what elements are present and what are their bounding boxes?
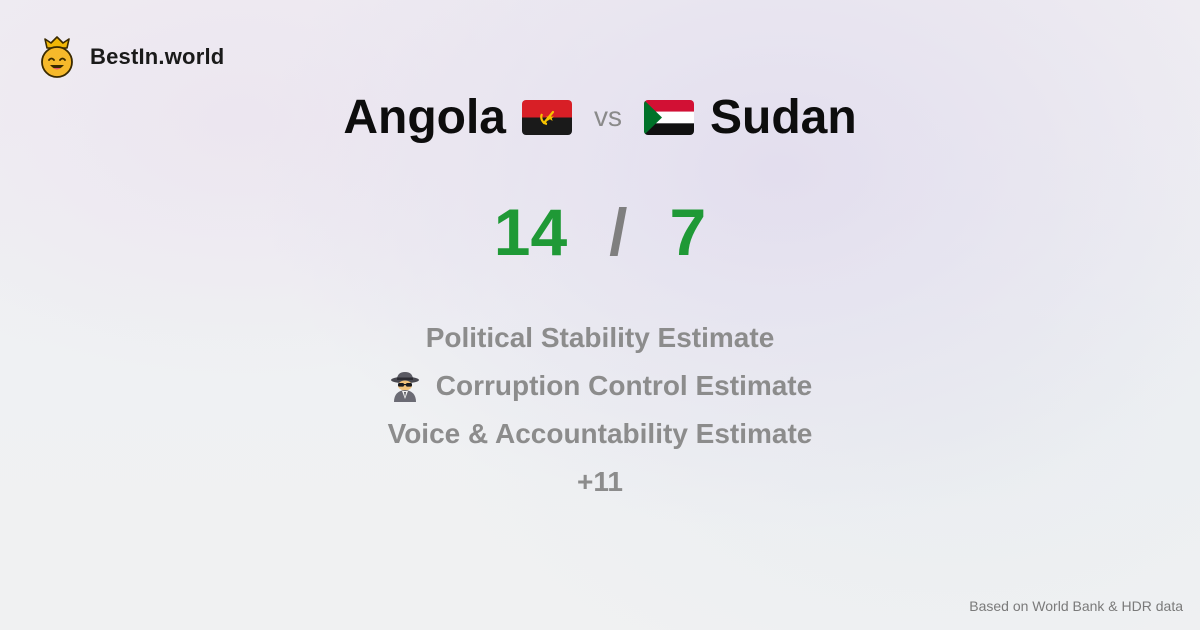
metric-item: Voice & Accountability Estimate xyxy=(388,410,813,458)
comparison-title: Angola vs Sudan xyxy=(0,86,1200,148)
metrics-list: Political Stability Estimate Corruption … xyxy=(0,314,1200,506)
more-metrics-count: +11 xyxy=(577,466,623,497)
right-country-name: Sudan xyxy=(709,90,857,144)
sudan-flag-icon xyxy=(643,99,694,135)
left-country-name: Angola xyxy=(343,90,506,144)
metric-label: Voice & Accountability Estimate xyxy=(387,418,813,449)
brand[interactable]: BestIn.world xyxy=(38,36,224,78)
right-score: 7 xyxy=(669,195,707,269)
angola-flag-icon xyxy=(521,99,572,135)
crowned-smiley-icon xyxy=(41,36,73,78)
metric-label: Political Stability Estimate xyxy=(425,322,775,353)
metric-label: Corruption Control Estimate xyxy=(435,370,813,401)
detective-icon xyxy=(390,372,419,402)
metric-item: Corruption Control Estimate xyxy=(388,362,812,410)
score-separator: / xyxy=(609,195,628,269)
brand-name: BestIn.world xyxy=(90,44,225,69)
score: 14 / 7 xyxy=(0,192,1200,272)
metric-item: Political Stability Estimate xyxy=(426,314,775,362)
source-note: Based on World Bank & HDR data xyxy=(969,598,1183,614)
left-score: 14 xyxy=(493,195,568,269)
vs-label: vs xyxy=(593,101,622,132)
